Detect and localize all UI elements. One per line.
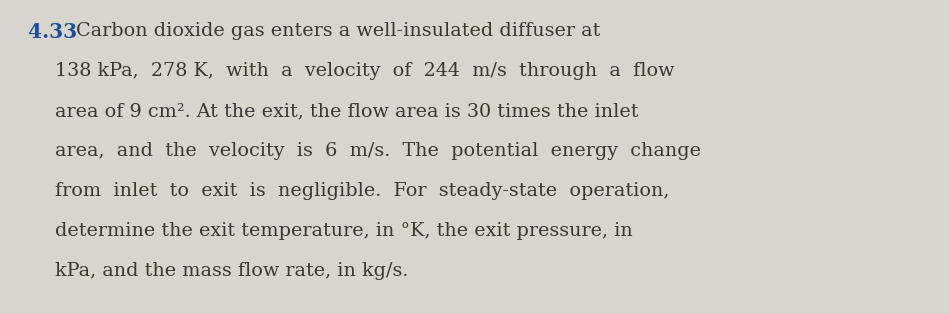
Text: 138 kPa,  278 K,  with  a  velocity  of  244  m/s  through  a  flow: 138 kPa, 278 K, with a velocity of 244 m… xyxy=(55,62,674,80)
Text: kPa, and the mass flow rate, in kg/s.: kPa, and the mass flow rate, in kg/s. xyxy=(55,262,408,280)
Text: determine the exit temperature, in °K, the exit pressure, in: determine the exit temperature, in °K, t… xyxy=(55,222,633,240)
Text: 4.33: 4.33 xyxy=(28,22,85,42)
Text: area,  and  the  velocity  is  6  m/s.  The  potential  energy  change: area, and the velocity is 6 m/s. The pot… xyxy=(55,142,701,160)
Text: from  inlet  to  exit  is  negligible.  For  steady-state  operation,: from inlet to exit is negligible. For st… xyxy=(55,182,670,200)
Text: Carbon dioxide gas enters a well-insulated diffuser at: Carbon dioxide gas enters a well-insulat… xyxy=(76,22,600,40)
Text: area of 9 cm². At the exit, the flow area is 30 times the inlet: area of 9 cm². At the exit, the flow are… xyxy=(55,102,638,120)
